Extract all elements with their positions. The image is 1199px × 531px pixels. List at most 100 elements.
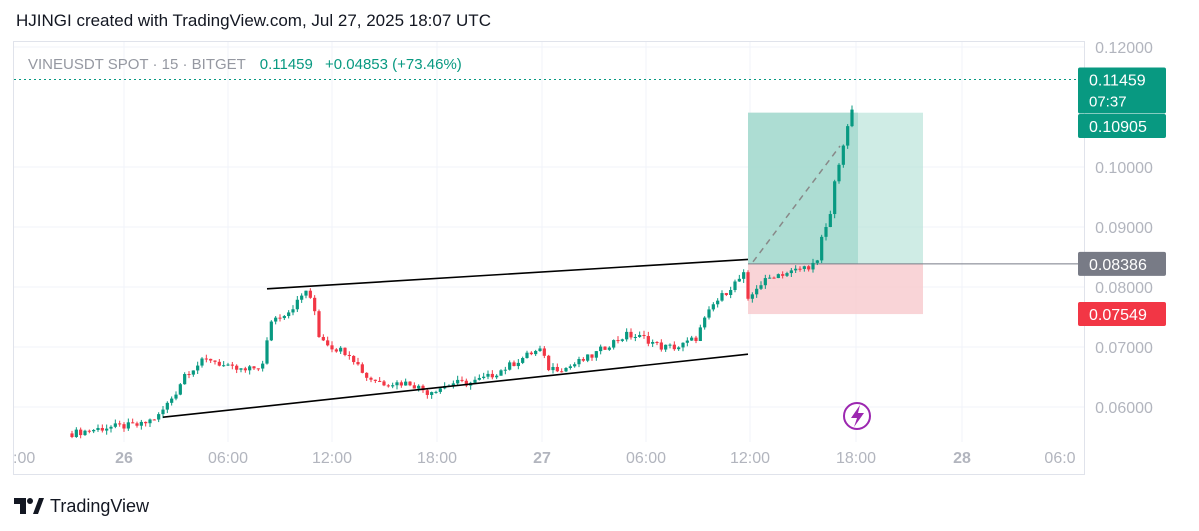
candle-body (503, 369, 507, 371)
candle-body (785, 273, 789, 276)
candle-body (135, 423, 139, 426)
candle-body (74, 429, 78, 437)
candle-body (768, 277, 772, 279)
candle-body (131, 422, 135, 424)
candle-body (334, 349, 338, 352)
x-tick-label: 26 (115, 450, 133, 467)
candle-body (677, 347, 681, 350)
candle-body (118, 423, 122, 425)
lightning-bolt (851, 405, 864, 427)
candle-body (386, 385, 390, 387)
candle-body (711, 304, 715, 310)
candle-body (820, 236, 824, 261)
x-tick-label: 18:00 (417, 450, 457, 467)
candle-body (833, 181, 837, 215)
price-axis: 0.12000 0.10000 0.09000 0.08000 0.07000 0.060… (1095, 40, 1153, 417)
price-label-target: 0.10905 (1078, 114, 1166, 138)
tradingview-logo-icon (14, 498, 44, 514)
tradingview-footer: TradingView (14, 494, 149, 518)
candle-body (651, 342, 655, 344)
time-axis: :00 26 06:00 12:00 18:00 27 06:00 12:00 18:00 28 0… (13, 450, 1076, 467)
position-projection (752, 145, 841, 263)
candle-body (521, 358, 525, 363)
candle-body (100, 427, 104, 431)
price-label-bg (1078, 251, 1166, 276)
candle-body (460, 379, 464, 381)
candle-body (213, 360, 217, 362)
candle-body (278, 317, 282, 319)
y-tick-label: 0.08000 (1095, 280, 1153, 297)
lightning-icon (843, 402, 871, 430)
candle-body (187, 374, 191, 376)
candle-body (122, 424, 126, 429)
candle-body (798, 268, 802, 270)
candle-body (629, 331, 633, 338)
candle-body (395, 382, 399, 386)
last-price: 0.11459 (259, 56, 313, 73)
candle-body (269, 321, 273, 341)
x-tick-label: 28 (953, 450, 971, 467)
candle-body (113, 423, 117, 427)
candle-body (564, 368, 568, 372)
candle-body (70, 433, 74, 437)
price-label-text: 0.11459 (1089, 72, 1146, 89)
x-tick-label: 06:0 (1044, 450, 1075, 467)
price-label-text: 0.10905 (1089, 119, 1147, 136)
candle-body (841, 145, 845, 165)
candle-body (360, 364, 364, 373)
candle-body (824, 227, 828, 237)
candle-body (837, 164, 841, 182)
candle-body (352, 355, 356, 363)
candle-body (148, 419, 152, 424)
candle-body (850, 109, 854, 127)
candle-body (486, 373, 490, 377)
candle-body (525, 352, 529, 359)
candle-body (408, 381, 412, 386)
candle-body (759, 285, 763, 289)
candle-body (209, 358, 213, 361)
candle-body (538, 348, 542, 351)
price-label-entry: 0.08386 (1078, 251, 1166, 276)
trendlines (14, 78, 1078, 418)
candle-body (304, 290, 308, 296)
candle-body (633, 336, 637, 338)
candle-body (200, 358, 204, 366)
candle-body (382, 381, 386, 386)
candle-body (612, 340, 616, 348)
candle-body (456, 379, 460, 384)
candle-body (603, 346, 607, 350)
candle-body (716, 300, 720, 305)
price-label-text: 0.07549 (1089, 307, 1147, 324)
candle-body (616, 340, 620, 342)
candle-body (369, 377, 373, 380)
candle-body (659, 342, 663, 350)
long-position-tool (748, 112, 1080, 315)
candle-body (755, 288, 759, 295)
candle-body (590, 354, 594, 358)
candle-body (568, 366, 572, 369)
candle-body (170, 398, 174, 403)
candle-body (226, 364, 230, 366)
candle-body (512, 362, 516, 367)
candle-body (789, 270, 793, 274)
loss-zone (748, 263, 923, 315)
grid-lines (14, 42, 1084, 442)
candle-body (607, 347, 611, 350)
y-tick-label: 0.07000 (1095, 340, 1153, 357)
candle-body (430, 392, 434, 395)
candle-body (404, 381, 408, 386)
candle-body (83, 430, 87, 436)
candle-body (642, 334, 646, 337)
candle-body (256, 368, 260, 370)
candle-body (87, 430, 91, 432)
candle-body (421, 385, 425, 391)
candle-body (417, 385, 421, 389)
candle-body (261, 363, 265, 369)
candle-body (586, 354, 590, 361)
candle-body (668, 344, 672, 346)
candle-body (178, 384, 182, 395)
candle-body (763, 278, 767, 286)
candle-body (308, 290, 312, 298)
symbol-name: VINEUSDT SPOT · 15 · BITGET (28, 56, 246, 73)
